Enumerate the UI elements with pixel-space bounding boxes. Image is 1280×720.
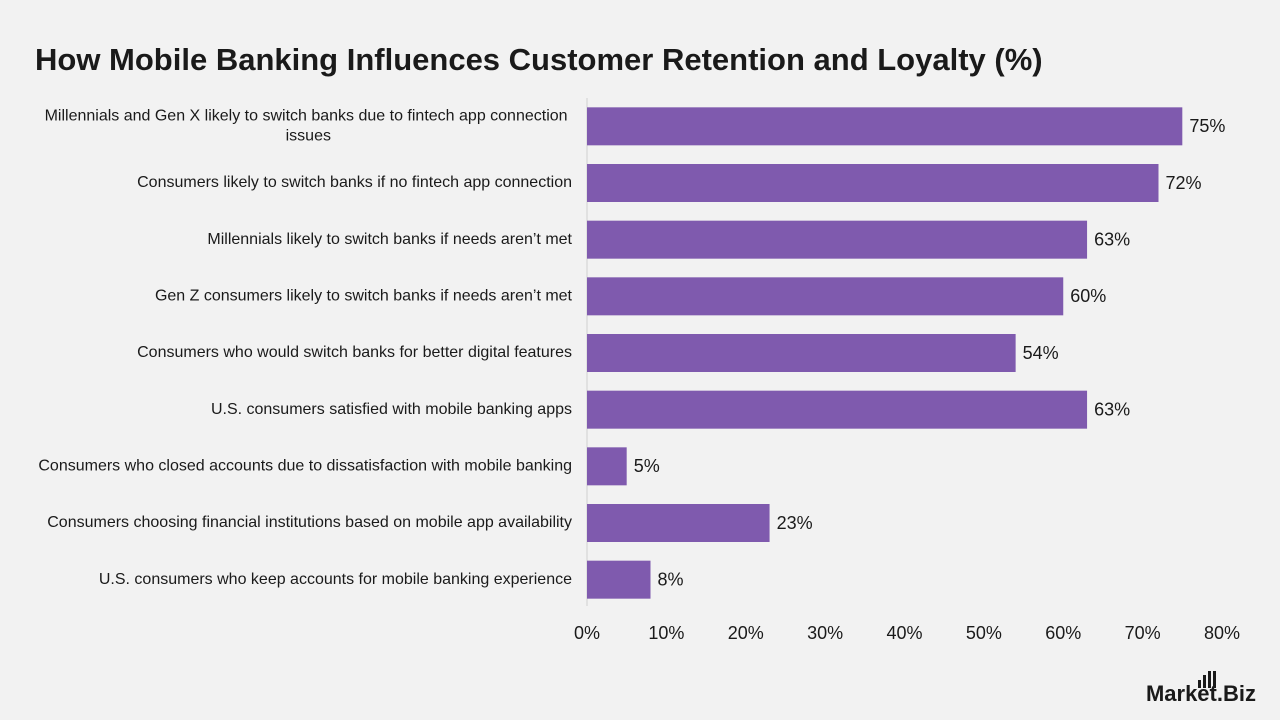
value-label: 72% xyxy=(1166,173,1202,193)
y-tick-label: Consumers choosing financial institution… xyxy=(47,514,572,531)
x-tick-label: 70% xyxy=(1125,623,1161,643)
brand-logo xyxy=(1198,671,1216,688)
y-tick-label: Consumers who closed accounts due to dis… xyxy=(38,458,572,475)
x-tick-label: 0% xyxy=(574,623,600,643)
bar xyxy=(587,220,1088,259)
value-label: 60% xyxy=(1070,286,1106,306)
value-label: 54% xyxy=(1023,343,1059,363)
bar xyxy=(587,277,1064,316)
bar xyxy=(587,447,627,486)
chart-title: How Mobile Banking Influences Customer R… xyxy=(35,42,1043,77)
bar xyxy=(587,504,770,542)
bar xyxy=(587,390,1088,429)
y-tick-label: Millennials likely to switch banks if ne… xyxy=(207,231,572,248)
bar xyxy=(587,164,1159,202)
value-label: 8% xyxy=(658,569,684,589)
bar xyxy=(587,107,1183,146)
x-tick-label: 40% xyxy=(886,623,922,643)
x-tick-label: 30% xyxy=(807,623,843,643)
brand: Market.Biz xyxy=(1146,681,1256,706)
y-tick-label: Consumers likely to switch banks if no f… xyxy=(137,174,572,191)
bar xyxy=(587,560,651,599)
y-tick-label: Gen Z consumers likely to switch banks i… xyxy=(155,288,573,305)
value-label: 75% xyxy=(1189,116,1225,136)
x-tick-label: 20% xyxy=(728,623,764,643)
y-tick-label: U.S. consumers satisfied with mobile ban… xyxy=(211,401,572,418)
y-tick-label: Consumers who would switch banks for bet… xyxy=(137,344,572,361)
x-tick-label: 60% xyxy=(1045,623,1081,643)
x-tick-label: 10% xyxy=(648,623,684,643)
y-tick-label: U.S. consumers who keep accounts for mob… xyxy=(99,571,572,588)
x-tick-label: 50% xyxy=(966,623,1002,643)
bar xyxy=(587,334,1016,372)
y-tick-label: Millennials and Gen X likely to switch b… xyxy=(45,108,572,145)
x-tick-label: 80% xyxy=(1204,623,1240,643)
value-label: 63% xyxy=(1094,399,1130,419)
value-label: 63% xyxy=(1094,229,1130,249)
value-label: 5% xyxy=(634,456,660,476)
value-label: 23% xyxy=(777,513,813,533)
